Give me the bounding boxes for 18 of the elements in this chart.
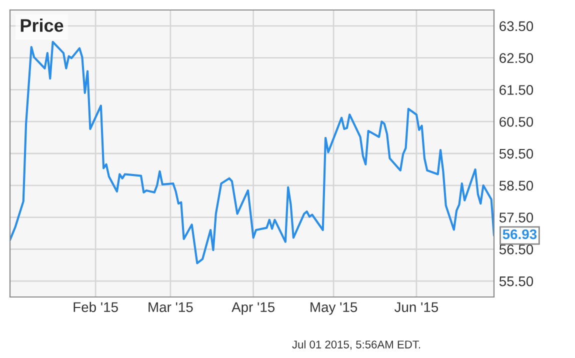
x-tick-label: Feb '15 (74, 302, 118, 312)
y-tick-label: 55.50 (499, 276, 534, 286)
y-tick-label: 60.50 (500, 116, 534, 127)
y-tick-label: 57.50 (499, 212, 534, 222)
annotation: 56.93 (502, 229, 537, 240)
y-tick-label: 61.50 (500, 85, 534, 95)
x-tick-label: Jun '15 (394, 302, 438, 312)
y-tick-label: 63.50 (500, 21, 534, 32)
chart-title: Price (20, 18, 64, 32)
line-series (10, 40, 494, 264)
x-tick-label: May '15 (310, 302, 358, 315)
y-tick-label: 59.50 (499, 148, 534, 159)
y-tick-label: 62.50 (500, 53, 534, 64)
x-tick-label: Apr '15 (232, 302, 275, 315)
text: Jul 01 2015, 5:56AM EDT. (292, 340, 420, 350)
x-tick-label: Mar '15 (148, 302, 193, 312)
y-tick-label: 56.50 (499, 244, 534, 254)
y-tick-label: 58.50 (499, 180, 534, 191)
